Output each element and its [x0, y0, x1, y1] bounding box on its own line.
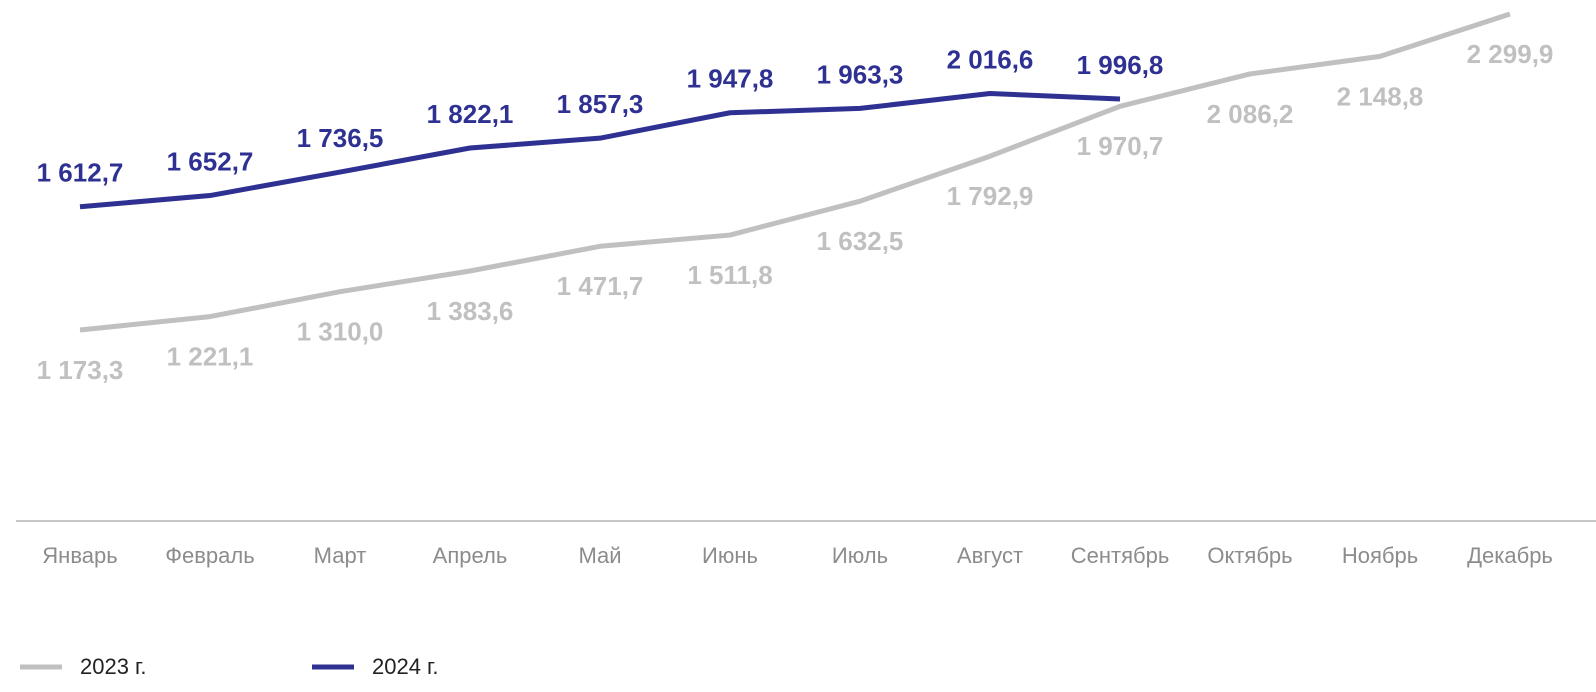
data-label: 1 736,5 — [297, 123, 384, 153]
data-label: 1 511,8 — [687, 260, 772, 290]
x-tick-label: Октябрь — [1207, 543, 1292, 568]
data-label: 1 792,9 — [947, 181, 1034, 211]
x-tick-label: Март — [314, 543, 367, 568]
data-label: 1 947,8 — [687, 64, 774, 94]
data-label: 1 612,7 — [37, 158, 124, 188]
data-label: 2 016,6 — [947, 44, 1034, 74]
x-tick-label: Ноябрь — [1342, 543, 1418, 568]
data-label: 2 148,8 — [1337, 81, 1424, 111]
x-tick-label: Май — [578, 543, 621, 568]
x-tick-label: Сентябрь — [1071, 543, 1170, 568]
series-line — [79, 11, 1511, 333]
data-label: 1 970,7 — [1077, 131, 1164, 161]
data-label: 2 086,2 — [1207, 99, 1294, 129]
x-tick-label: Июнь — [702, 543, 758, 568]
data-label: 1 996,8 — [1077, 50, 1164, 80]
data-label: 1 652,7 — [167, 146, 254, 176]
data-label: 1 383,6 — [427, 296, 514, 326]
x-tick-label: Декабрь — [1467, 543, 1553, 568]
x-tick-label: Февраль — [165, 543, 254, 568]
legend-label: 2024 г. — [372, 654, 439, 679]
x-tick-label: Июль — [832, 543, 888, 568]
data-label: 1 632,5 — [817, 226, 904, 256]
data-label: 1 310,0 — [297, 317, 384, 347]
x-tick-label: Январь — [42, 543, 117, 568]
data-label: 1 471,7 — [557, 271, 644, 301]
data-label: 2 299,9 — [1467, 39, 1554, 69]
data-label: 1 173,3 — [37, 355, 124, 385]
data-label: 1 822,1 — [427, 99, 514, 129]
legend-label: 2023 г. — [80, 654, 147, 679]
x-tick-label: Апрель — [433, 543, 508, 568]
data-label: 1 963,3 — [817, 59, 904, 89]
data-label: 1 857,3 — [557, 89, 644, 119]
x-tick-label: Август — [957, 543, 1023, 568]
data-label: 1 221,1 — [167, 341, 254, 371]
series-line — [79, 90, 1121, 210]
